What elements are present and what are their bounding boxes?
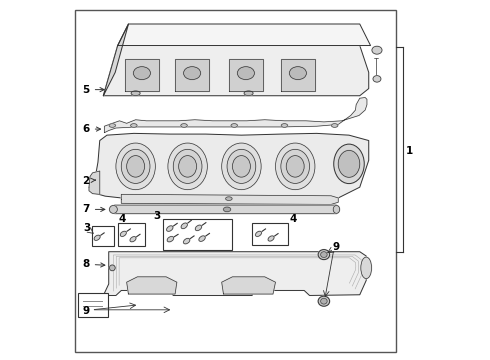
Ellipse shape (121, 231, 126, 237)
Text: 6: 6 (82, 124, 100, 134)
Ellipse shape (126, 156, 145, 177)
Ellipse shape (181, 124, 187, 127)
Bar (78, 293, 108, 317)
Ellipse shape (290, 67, 306, 80)
Text: 1: 1 (406, 146, 413, 156)
Ellipse shape (281, 149, 310, 183)
Polygon shape (229, 59, 263, 91)
Text: 5: 5 (82, 85, 104, 95)
Ellipse shape (361, 257, 371, 279)
Bar (118, 223, 145, 246)
Polygon shape (122, 194, 338, 204)
Bar (163, 220, 232, 250)
Polygon shape (93, 134, 368, 202)
Ellipse shape (225, 197, 232, 201)
Polygon shape (281, 59, 315, 91)
Ellipse shape (199, 236, 205, 241)
Polygon shape (103, 252, 367, 296)
Ellipse shape (94, 235, 100, 240)
Polygon shape (111, 205, 338, 214)
Polygon shape (125, 59, 159, 91)
Ellipse shape (318, 296, 330, 306)
Text: 3: 3 (84, 224, 91, 233)
Ellipse shape (372, 46, 382, 54)
Text: 7: 7 (82, 204, 105, 215)
Ellipse shape (268, 236, 274, 241)
Ellipse shape (181, 223, 187, 229)
Text: 4: 4 (118, 215, 125, 224)
Ellipse shape (131, 124, 137, 127)
Ellipse shape (237, 67, 254, 80)
Polygon shape (103, 24, 128, 96)
Bar (92, 226, 114, 246)
Ellipse shape (109, 265, 115, 271)
Ellipse shape (109, 124, 116, 127)
Ellipse shape (131, 91, 140, 95)
Polygon shape (126, 277, 177, 294)
Text: 8: 8 (82, 259, 105, 269)
Text: 3: 3 (153, 211, 161, 221)
Ellipse shape (183, 238, 190, 244)
Ellipse shape (221, 143, 261, 190)
Ellipse shape (133, 67, 150, 80)
Ellipse shape (173, 149, 202, 183)
Ellipse shape (286, 156, 304, 177)
Ellipse shape (227, 149, 256, 183)
Text: 4: 4 (289, 215, 296, 224)
Ellipse shape (109, 206, 117, 213)
Bar (74, 10, 395, 352)
Ellipse shape (320, 252, 327, 257)
Polygon shape (103, 45, 368, 96)
Polygon shape (175, 59, 209, 91)
Ellipse shape (231, 124, 238, 127)
Ellipse shape (223, 207, 231, 212)
Ellipse shape (232, 156, 250, 177)
Ellipse shape (196, 225, 202, 231)
Ellipse shape (318, 249, 330, 260)
Bar (252, 223, 288, 244)
Ellipse shape (116, 143, 155, 190)
Ellipse shape (184, 67, 200, 80)
Ellipse shape (333, 206, 340, 213)
Polygon shape (89, 171, 100, 194)
Ellipse shape (167, 237, 173, 242)
Ellipse shape (244, 91, 253, 95)
Ellipse shape (168, 143, 207, 190)
Polygon shape (221, 277, 275, 294)
Ellipse shape (275, 143, 315, 190)
Ellipse shape (334, 144, 364, 184)
Ellipse shape (331, 124, 338, 127)
Ellipse shape (167, 226, 173, 231)
Ellipse shape (320, 298, 327, 304)
Ellipse shape (122, 149, 150, 183)
Polygon shape (118, 24, 370, 45)
Ellipse shape (255, 231, 262, 237)
Ellipse shape (338, 150, 360, 177)
Text: 2: 2 (82, 176, 96, 186)
Polygon shape (104, 98, 367, 133)
Text: 9: 9 (83, 306, 90, 316)
Text: 9: 9 (333, 242, 340, 252)
Ellipse shape (373, 76, 381, 82)
Ellipse shape (179, 156, 196, 177)
Ellipse shape (130, 237, 136, 242)
Ellipse shape (281, 124, 288, 127)
